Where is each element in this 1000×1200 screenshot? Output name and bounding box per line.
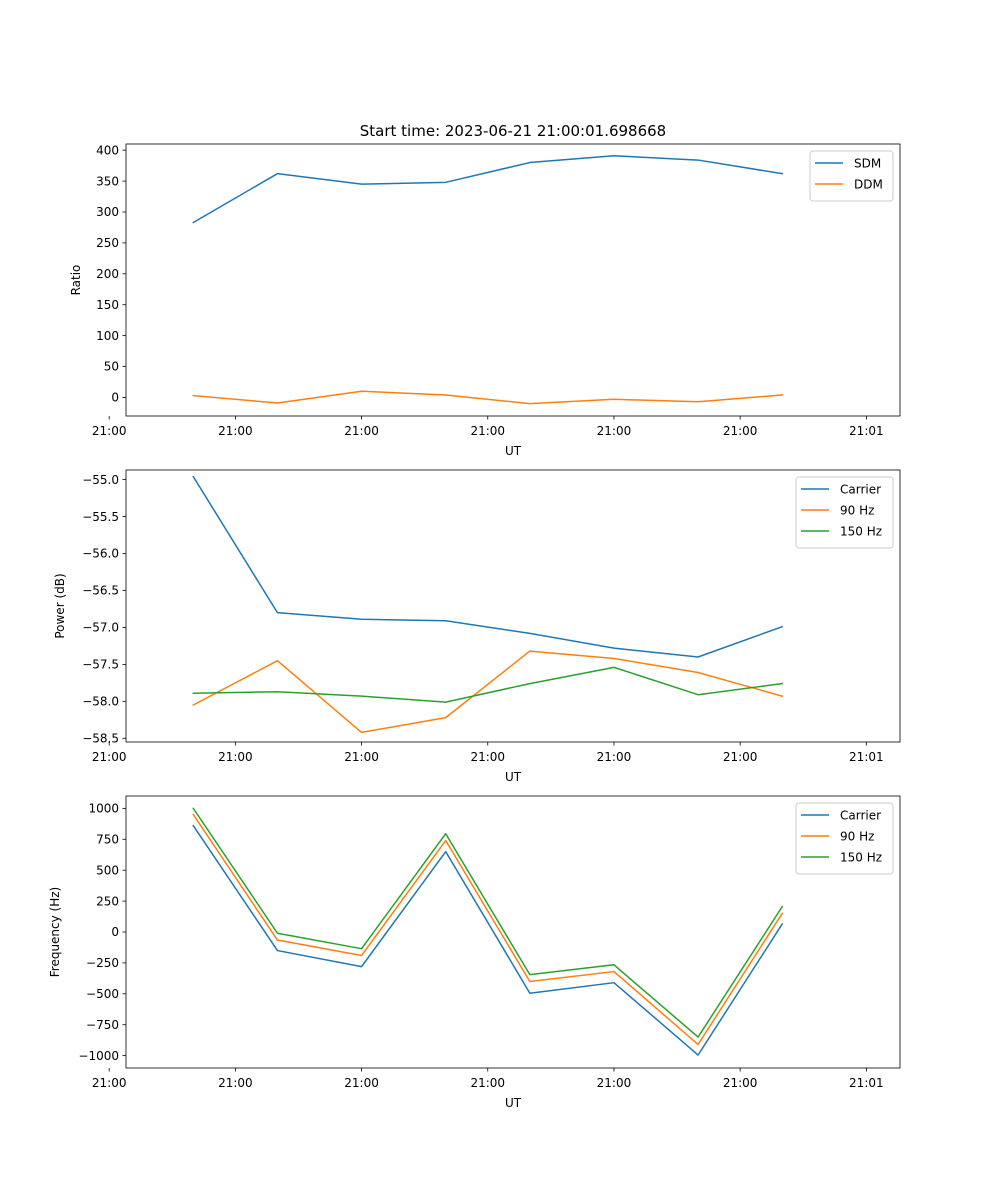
legend-label: 90 Hz — [840, 830, 874, 844]
legend-label: Carrier — [840, 809, 881, 823]
y-axis-label: Power (dB) — [53, 573, 67, 638]
x-tick-label: 21:00 — [597, 1076, 632, 1090]
x-tick-label: 21:00 — [597, 424, 632, 438]
y-tick-label: 250 — [96, 236, 119, 250]
y-tick-label: 100 — [96, 329, 119, 343]
y-tick-label: 300 — [96, 205, 119, 219]
y-tick-label: −1000 — [78, 1049, 119, 1063]
series-line-3-3 — [192, 807, 784, 1038]
subplot-2: 21:00 21:00 21:00 21:00 21:00 21:00 21:01 −58.5… — [53, 469, 901, 784]
x-tick-label: 21:01 — [849, 750, 884, 764]
legend-label: 90 Hz — [840, 504, 874, 518]
x-tick-label: 21:00 — [470, 1076, 505, 1090]
y-tick-label: −58.0 — [82, 695, 119, 709]
y-tick-label: −250 — [86, 956, 119, 970]
y-tick-label: −55.0 — [82, 473, 119, 487]
y-tick-label: 400 — [96, 143, 119, 157]
y-axis-label: Ratio — [69, 265, 83, 296]
axes-frame — [125, 143, 901, 417]
y-tick-label: −55.5 — [82, 510, 119, 524]
x-axis-label: UT — [505, 1096, 522, 1110]
x-tick-label: 21:00 — [218, 1076, 253, 1090]
y-tick-label: −56.5 — [82, 584, 119, 598]
x-tick-label: 21:01 — [849, 1076, 884, 1090]
y-tick-label: 150 — [96, 298, 119, 312]
x-tick-label: 21:01 — [849, 424, 884, 438]
subplot-panels: 21:00 21:00 21:00 21:00 21:00 21:00 21:01 0 50 10… — [48, 143, 901, 1110]
legend-label: 150 Hz — [840, 525, 882, 539]
x-tick-label: 21:00 — [470, 750, 505, 764]
series-line-3-2 — [192, 813, 784, 1046]
y-tick-label: −58.5 — [82, 732, 119, 746]
series-line-2-2 — [192, 650, 784, 734]
x-tick-label: 21:00 — [344, 750, 379, 764]
x-tick-label: 21:00 — [470, 424, 505, 438]
x-tick-label: 21:00 — [218, 750, 253, 764]
legend-label: SDM — [854, 157, 881, 171]
y-tick-label: 200 — [96, 267, 119, 281]
legend-label: DDM — [854, 178, 883, 192]
x-tick-label: 21:00 — [597, 750, 632, 764]
subplot-1: 21:00 21:00 21:00 21:00 21:00 21:00 21:01 0 50 10… — [69, 143, 901, 458]
y-tick-label: −57.5 — [82, 658, 119, 672]
x-tick-label: 21:00 — [92, 1076, 127, 1090]
x-tick-label: 21:00 — [344, 1076, 379, 1090]
series-line-2-3 — [192, 666, 784, 703]
legend: Carrier 90 Hz 150 Hz — [795, 802, 894, 875]
x-tick-label: 21:00 — [723, 750, 758, 764]
y-tick-label: −750 — [86, 1018, 119, 1032]
figure-title: Start time: 2023-06-21 21:00:01.698668 — [360, 122, 666, 140]
y-axis-label: Frequency (Hz) — [48, 887, 62, 978]
y-tick-label: −56.0 — [82, 547, 119, 561]
y-tick-label: −57.0 — [82, 621, 119, 635]
axes-frame — [125, 795, 901, 1069]
legend-label: 150 Hz — [840, 851, 882, 865]
y-tick-label: 50 — [104, 360, 119, 374]
x-axis-label: UT — [505, 770, 522, 784]
series-line-1-1 — [192, 155, 784, 224]
legend: SDM DDM — [809, 150, 894, 202]
series-line-3-1 — [192, 824, 784, 1056]
x-tick-label: 21:00 — [723, 424, 758, 438]
axes-frame — [125, 469, 901, 743]
series-line-1-2 — [192, 390, 784, 405]
x-tick-label: 21:00 — [92, 424, 127, 438]
y-tick-label: 350 — [96, 174, 119, 188]
y-tick-label: 250 — [96, 894, 119, 908]
x-tick-label: 21:00 — [723, 1076, 758, 1090]
x-axis-label: UT — [505, 444, 522, 458]
legend-label: Carrier — [840, 483, 881, 497]
subplot-3: 21:00 21:00 21:00 21:00 21:00 21:00 21:01 −1000… — [48, 795, 901, 1110]
x-tick-label: 21:00 — [92, 750, 127, 764]
legend: Carrier 90 Hz 150 Hz — [795, 476, 894, 549]
x-tick-label: 21:00 — [218, 424, 253, 438]
y-tick-label: 0 — [111, 925, 119, 939]
y-tick-label: −500 — [86, 987, 119, 1001]
y-tick-label: 0 — [111, 391, 119, 405]
x-tick-label: 21:00 — [344, 424, 379, 438]
y-tick-label: 500 — [96, 863, 119, 877]
series-line-2-1 — [192, 475, 784, 658]
y-tick-label: 1000 — [88, 802, 119, 816]
y-tick-label: 750 — [96, 832, 119, 846]
